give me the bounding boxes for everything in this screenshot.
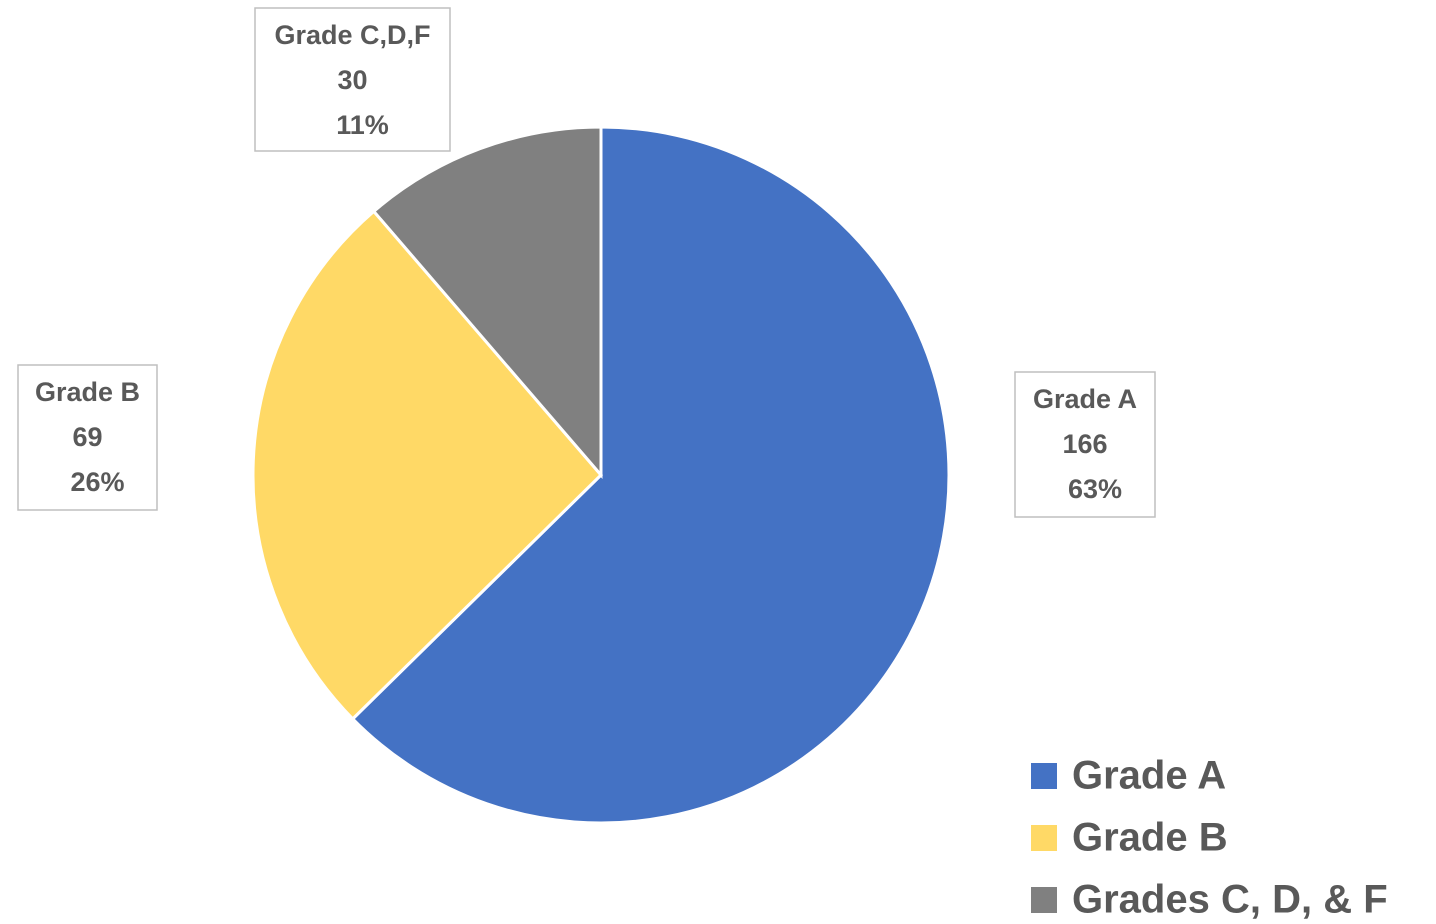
pie-slice — [350, 125, 951, 825]
data-label-percent: 11% — [336, 110, 389, 140]
data-label-box — [17, 364, 158, 511]
data-label-percent: 63% — [1068, 474, 1122, 504]
data-label-value: 166 — [1062, 429, 1107, 459]
data-label-name: Grade B — [35, 377, 140, 407]
data-label-box — [1014, 371, 1156, 518]
data-label-value: 69 — [72, 422, 102, 452]
data-label-box — [254, 7, 451, 152]
pie-slice — [251, 209, 604, 721]
data-label-name: Grade C,D,F — [274, 20, 430, 50]
legend-label: Grade B — [1072, 816, 1228, 860]
legend-swatch — [1031, 887, 1057, 913]
data-label-percent: 26% — [70, 467, 124, 497]
legend-label: Grades C, D, & F — [1072, 878, 1388, 922]
legend-label: Grade A — [1072, 754, 1226, 798]
data-label-value: 30 — [337, 65, 367, 95]
pie-slice — [371, 125, 603, 480]
legend-swatch — [1031, 763, 1057, 789]
data-label-name: Grade A — [1033, 384, 1137, 414]
legend-swatch — [1031, 825, 1057, 851]
